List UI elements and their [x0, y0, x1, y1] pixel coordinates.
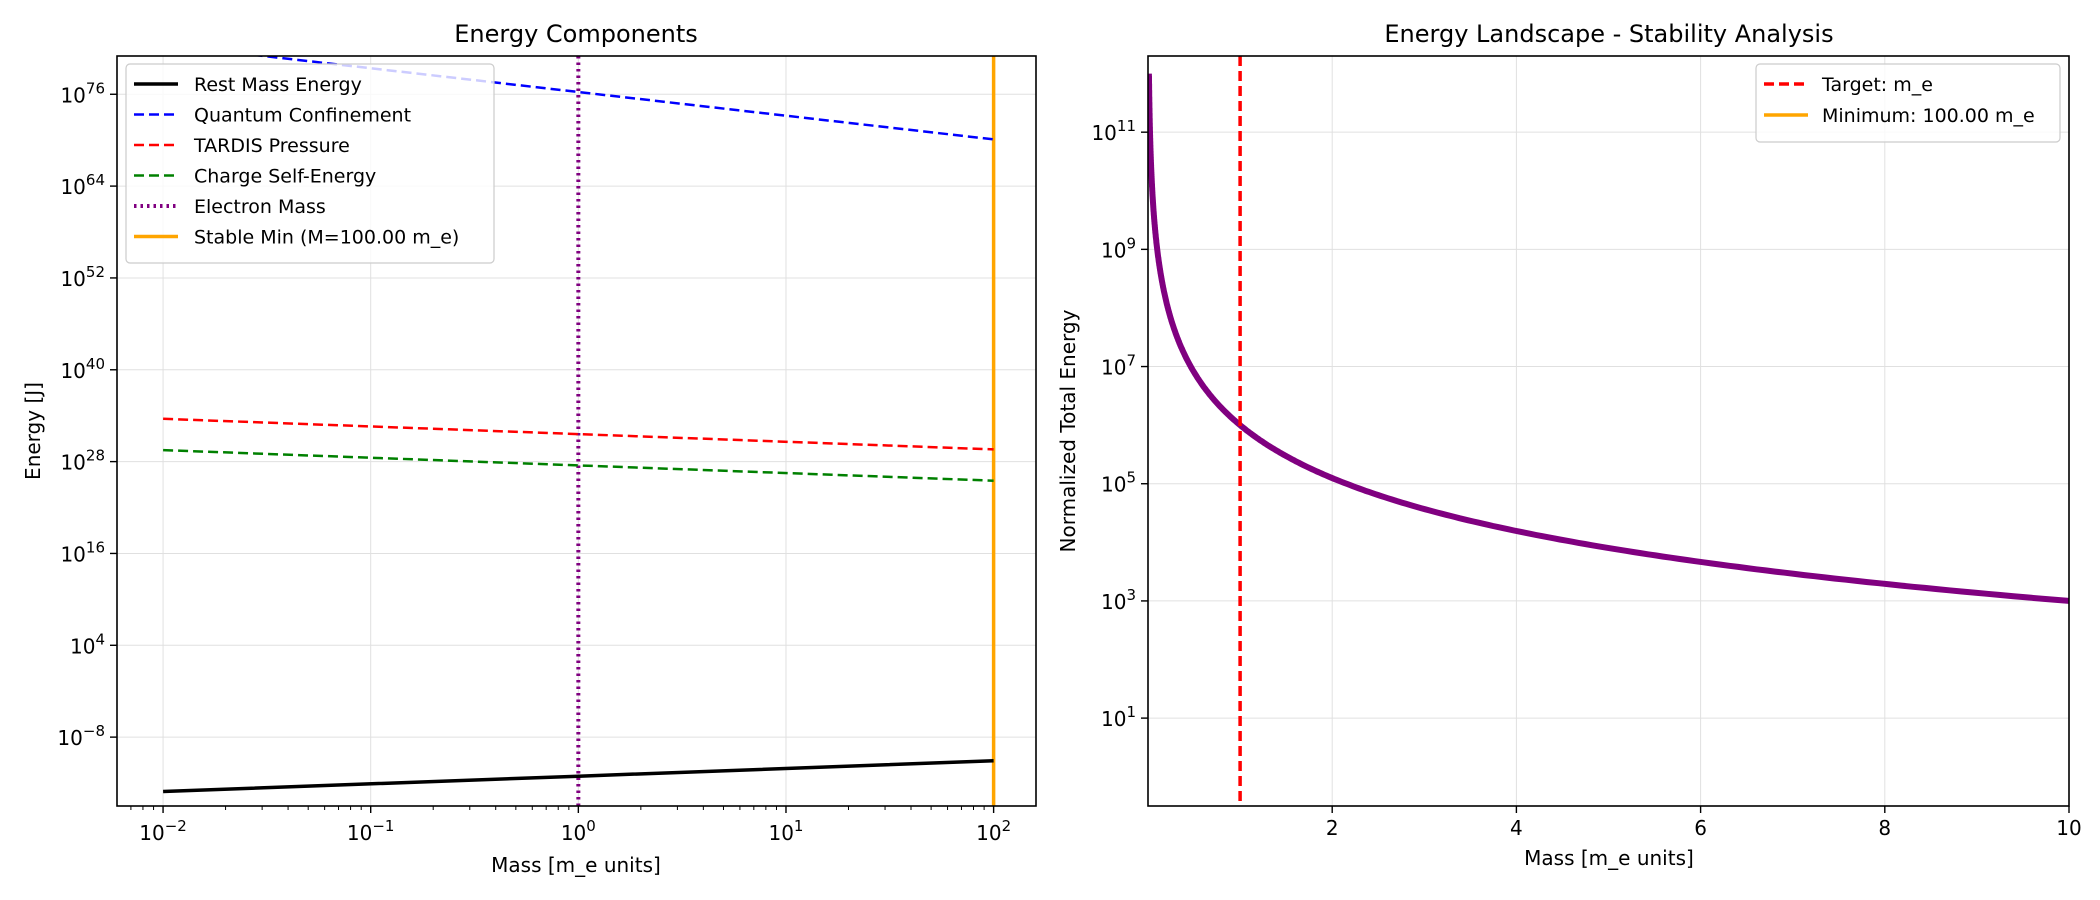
series-layer [163, 56, 996, 806]
plot-frame [1147, 55, 2070, 807]
x-tick-label: 101 [768, 817, 803, 845]
series-rest-mass-energy [163, 759, 994, 794]
grid [1148, 56, 2070, 806]
x-tick-label: 6 [1694, 816, 1707, 840]
y-tick-label: 103 [1101, 586, 1136, 614]
y-tick-label: 1076 [60, 79, 105, 107]
y-tick-label: 1040 [60, 355, 105, 383]
y-tick-label: 1016 [60, 538, 105, 566]
y-tick-label: 109 [1101, 234, 1136, 262]
x-tick-label: 100 [561, 817, 596, 845]
x-axis-label: Mass [m_e units] [1524, 846, 1694, 870]
y-tick-label: 1064 [60, 171, 105, 199]
chart-title: Energy Components [454, 20, 698, 48]
series-charge-self-energy [163, 448, 994, 482]
legend-label: TARDIS Pressure [193, 135, 350, 157]
legend-label: Stable Min (M=100.00 m_e) [194, 227, 459, 249]
series-tardis-pressure [163, 417, 994, 451]
y-tick-label: 1028 [60, 447, 105, 475]
x-tick-label: 102 [976, 817, 1011, 845]
axis-ticks: 10−2 10−1 100 101 102 10−8 104 1016 1028 1040 1052… [57, 79, 1011, 845]
y-tick-label: 10−8 [57, 722, 105, 750]
y-tick-label: 1052 [60, 263, 105, 291]
x-tick-label: 10−1 [347, 817, 395, 845]
y-tick-label: 101 [1101, 703, 1136, 731]
legend-box [125, 63, 495, 264]
legend-box [1755, 63, 2061, 143]
legend-label: Target: m_e [1821, 74, 1933, 96]
x-tick-label: 10−2 [139, 817, 187, 845]
legend-label: Minimum: 100.00 m_e [1822, 105, 2035, 127]
y-tick-label: 107 [1101, 352, 1136, 380]
axis-ticks: 2 4 6 8 10 101 103 105 107 109 1011 [1091, 117, 2081, 840]
x-axis-label: Mass [m_e units] [491, 853, 661, 877]
y-axis-label: Normalized Total Energy [1056, 309, 1080, 552]
y-axis-label: Energy [J] [21, 382, 45, 480]
x-tick-label: 4 [1510, 816, 1523, 840]
legend-label: Rest Mass Energy [194, 74, 362, 96]
legend: Target: m_e Minimum: 100.00 m_e [1755, 63, 2061, 143]
series-quantum-confinement [252, 56, 994, 141]
legend: Rest Mass Energy Quantum Confinement TARDI… [125, 63, 495, 264]
x-tick-label: 10 [2056, 816, 2081, 840]
x-tick-label: 2 [1326, 816, 1339, 840]
plot-frame [116, 55, 1037, 807]
y-tick-label: 104 [70, 630, 105, 658]
legend-label: Charge Self-Energy [194, 166, 376, 188]
stability-analysis-chart: Energy Landscape - Stability Analysis 2 4… [1056, 20, 2082, 870]
energy-components-chart: Energy Components 10−2 10−1 100 101 10210−81… [21, 20, 1037, 877]
y-tick-label: 105 [1101, 469, 1136, 497]
y-tick-label: 1011 [1091, 117, 1136, 145]
series-total-energy [1148, 71, 2069, 604]
legend-label: Electron Mass [194, 196, 326, 218]
x-tick-label: 8 [1878, 816, 1891, 840]
legend-label: Quantum Confinement [194, 105, 411, 127]
series-layer [1148, 56, 2069, 806]
chart-title: Energy Landscape - Stability Analysis [1384, 20, 1833, 48]
